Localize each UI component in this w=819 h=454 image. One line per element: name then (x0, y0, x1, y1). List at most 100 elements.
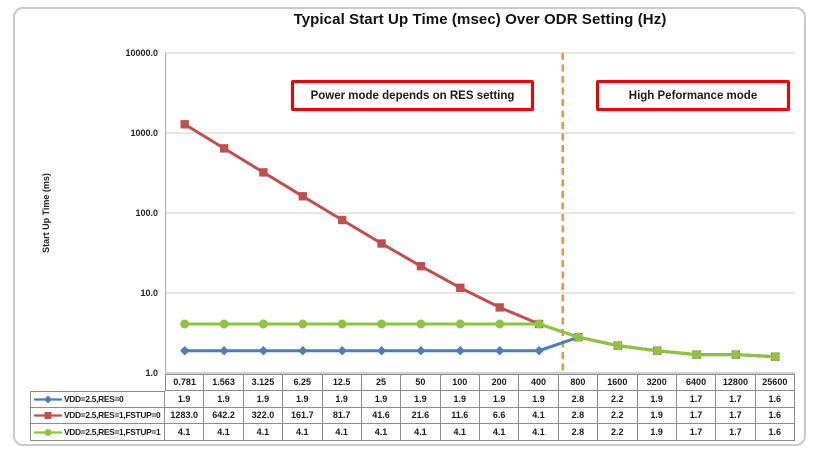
data-table: 0.781 1.563 3.125 6.25 12.5 25 50 100 200 400 800 1… (30, 374, 795, 441)
table-value-cell: 1283.0 (165, 407, 205, 425)
legend-series-label: VDD=2.5,RES=1,FSTUP=1 (64, 427, 161, 438)
series-marker-diamond (495, 346, 505, 356)
series-marker-circle (573, 332, 583, 342)
annotation-high-performance-box: High Peformance mode (596, 80, 790, 111)
odr-header-cell: 800 (558, 374, 599, 391)
annotation-high-performance-text: High Peformance mode (628, 89, 758, 102)
table-value-cell: 322.0 (243, 407, 284, 425)
odr-header-cell: 25600 (755, 374, 795, 391)
table-value-cell: 1.7 (716, 407, 756, 425)
table-value-cell: 4.1 (322, 424, 362, 441)
series-marker-diamond (534, 346, 544, 356)
legend-marker-square-icon (34, 411, 62, 419)
table-value-cell: 4.1 (165, 424, 205, 441)
table-value-cell: 1.9 (283, 390, 323, 408)
series-marker-diamond (219, 346, 229, 356)
table-value-cell: 2.2 (598, 407, 638, 425)
series-marker-square (259, 168, 268, 177)
series-marker-circle (337, 319, 347, 329)
annotation-power-mode-text: Power mode depends on RES setting (310, 89, 515, 102)
series-marker-circle (219, 319, 229, 329)
odr-header-cell: 50 (401, 374, 441, 391)
series-marker-square (219, 144, 229, 153)
series-marker-circle (613, 341, 623, 351)
y-axis-tick-label: 100.0 (135, 208, 158, 218)
table-value-cell: 1.7 (716, 390, 756, 408)
series-marker-diamond (298, 346, 308, 356)
table-value-cell: 2.8 (558, 424, 599, 441)
legend-series-label: VDD=2.5,RES=1,FSTUP=0 (64, 410, 161, 421)
table-value-cell: 1.9 (322, 390, 362, 408)
series-marker-square (456, 283, 465, 292)
table-value-cell: 1.9 (480, 390, 520, 408)
odr-header-cell: 1.563 (204, 374, 244, 391)
table-value-cell: 6.6 (480, 407, 520, 425)
series-marker-circle (692, 350, 702, 360)
table-value-cell: 11.6 (440, 407, 480, 425)
chart-title: Typical Start Up Time (msec) Over ODR Se… (293, 11, 667, 28)
odr-header-cell: 0.781 (165, 374, 205, 391)
series-marker-circle (377, 319, 387, 329)
series-marker-square (338, 215, 347, 225)
legend-item: VDD=2.5,RES=0 (30, 390, 165, 408)
series-marker-square (180, 120, 189, 129)
odr-header-cell: 12800 (716, 374, 756, 391)
table-value-cell: 1.9 (440, 390, 480, 408)
odr-header-cell: 6.25 (283, 374, 323, 391)
table-value-cell: 4.1 (519, 407, 559, 425)
table-value-cell: 161.7 (283, 407, 323, 425)
table-value-cell: 1.9 (637, 390, 677, 408)
table-value-cell: 1.9 (243, 390, 284, 408)
series-marker-diamond (180, 346, 190, 356)
y-axis-tick-label: 1.0 (145, 368, 158, 378)
series-marker-circle (416, 319, 426, 329)
series-marker-square (377, 239, 386, 248)
table-value-cell: 1.9 (519, 390, 559, 408)
series-marker-square (416, 262, 426, 271)
legend-item: VDD=2.5,RES=1,FSTUP=1 (30, 424, 165, 441)
table-value-cell: 4.1 (440, 424, 480, 441)
table-value-cell: 1.6 (755, 390, 795, 408)
y-axis-title: Start Up Time (ms) (41, 173, 51, 253)
table-value-cell: 4.1 (519, 424, 559, 441)
odr-header-cell: 3.125 (243, 374, 284, 391)
table-value-cell: 4.1 (361, 424, 402, 441)
y-axis-tick-label: 10.0 (140, 288, 158, 298)
odr-header-cell: 25 (361, 374, 402, 391)
table-value-cell: 1.9 (165, 390, 205, 408)
y-axis-tick-label: 1000.0 (130, 128, 158, 138)
table-corner-blank (30, 374, 165, 391)
plot-area (165, 52, 795, 374)
series-marker-diamond (455, 346, 465, 356)
table-value-cell: 1.9 (204, 390, 244, 408)
table-value-cell: 4.1 (401, 424, 441, 441)
plot-svg (165, 52, 795, 374)
table-value-cell: 21.6 (401, 407, 441, 425)
series-marker-diamond (258, 346, 269, 356)
annotation-power-mode-box: Power mode depends on RES setting (291, 80, 534, 111)
table-value-cell: 1.7 (676, 407, 717, 425)
table-value-cell: 2.8 (558, 407, 599, 425)
series-marker-square (298, 192, 307, 201)
series-marker-circle (455, 319, 465, 329)
series-marker-circle (534, 319, 544, 329)
legend-series-label: VDD=2.5,RES=0 (64, 394, 124, 405)
table-value-cell: 1.6 (755, 407, 795, 425)
odr-header-cell: 100 (440, 374, 480, 391)
legend-marker-circle-icon (34, 428, 62, 436)
series-marker-circle (731, 350, 741, 360)
series-marker-circle (652, 346, 662, 356)
table-value-cell: 4.1 (204, 424, 244, 441)
series-line (183, 123, 776, 359)
series-marker-diamond (416, 346, 426, 356)
odr-header-cell: 200 (480, 374, 520, 391)
table-value-cell: 4.1 (480, 424, 520, 441)
series-marker-circle (258, 319, 268, 329)
table-value-cell: 2.8 (558, 390, 599, 408)
series-marker-diamond (376, 346, 387, 356)
legend-marker-diamond-icon (34, 395, 62, 404)
table-value-cell: 2.2 (598, 390, 638, 408)
table-value-cell: 41.6 (361, 407, 402, 425)
odr-header-cell: 1600 (598, 374, 638, 391)
